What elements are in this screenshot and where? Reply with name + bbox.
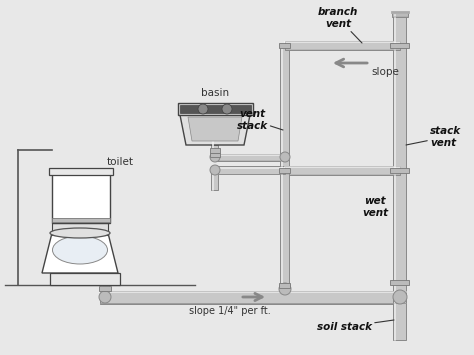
Ellipse shape	[50, 228, 110, 238]
Bar	[210, 147, 220, 153]
Circle shape	[210, 152, 220, 162]
Text: stack
vent: stack vent	[406, 126, 461, 148]
Bar	[285, 165, 400, 175]
Bar	[392, 11, 408, 16]
Circle shape	[198, 104, 208, 114]
Circle shape	[393, 290, 407, 304]
Circle shape	[99, 291, 111, 303]
Bar	[211, 170, 219, 190]
Text: vent
stack: vent stack	[237, 109, 283, 131]
Bar	[391, 168, 410, 173]
Bar	[178, 103, 253, 115]
Bar	[393, 15, 407, 297]
Ellipse shape	[53, 236, 108, 264]
Text: branch
vent: branch vent	[318, 7, 362, 43]
Text: basin: basin	[201, 88, 229, 98]
Bar	[52, 173, 110, 223]
Polygon shape	[42, 233, 118, 273]
Bar	[285, 40, 400, 49]
Bar	[215, 166, 285, 174]
Bar	[210, 153, 220, 157]
Circle shape	[222, 104, 232, 114]
Text: slope: slope	[371, 67, 399, 77]
Bar	[281, 170, 290, 289]
Text: soil stack: soil stack	[317, 320, 394, 332]
Polygon shape	[180, 115, 250, 145]
Bar	[211, 145, 219, 160]
Circle shape	[280, 152, 290, 162]
Circle shape	[210, 165, 220, 175]
Text: slope 1/4" per ft.: slope 1/4" per ft.	[189, 306, 271, 316]
Bar	[49, 168, 113, 175]
Polygon shape	[188, 117, 242, 141]
Text: toilet: toilet	[107, 157, 134, 167]
Bar	[52, 218, 110, 222]
Circle shape	[279, 283, 291, 295]
Bar	[52, 223, 108, 235]
Bar	[211, 140, 219, 145]
Bar	[280, 168, 291, 173]
Text: wet
vent: wet vent	[362, 196, 388, 218]
Bar	[391, 279, 410, 284]
Bar	[100, 290, 406, 304]
Bar	[391, 43, 410, 48]
Bar	[50, 273, 120, 285]
Bar	[99, 285, 111, 290]
Bar	[280, 283, 291, 288]
Bar	[280, 43, 291, 48]
Bar	[393, 297, 407, 340]
Bar	[180, 105, 251, 113]
Bar	[215, 153, 285, 160]
Bar	[100, 285, 109, 297]
Bar	[281, 45, 290, 170]
